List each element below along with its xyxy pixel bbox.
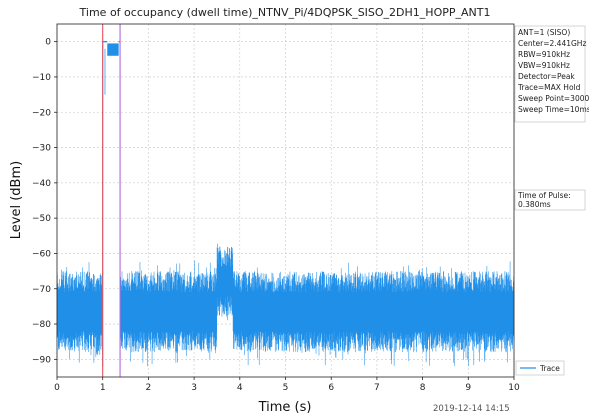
- x-tick-label: 3: [191, 383, 197, 393]
- y-tick-labels: 0 −10 −20 −30 −40 −50 −60 −70 −80 −90: [32, 38, 57, 365]
- settings-info-line: Sweep Time=10ms: [518, 105, 589, 114]
- y-tick-label: 0: [45, 38, 51, 48]
- y-tick-label: −30: [32, 144, 51, 154]
- pulse-info-box-frame: [514, 189, 586, 211]
- x-tick-label: 4: [237, 383, 243, 393]
- settings-info-line: ANT=1 (SISO): [518, 28, 570, 37]
- x-tick-labels: 0 1 2 3 4 5 6 7 8 9 10: [54, 377, 520, 393]
- legend-label: Trace: [539, 364, 560, 373]
- settings-info-line: Trace=MAX Hold: [517, 83, 581, 92]
- y-tick-label: −70: [32, 285, 51, 295]
- y-tick-label: −10: [32, 73, 51, 83]
- chart-title: Time of occupancy (dwell time)_NTNV_Pi/4…: [79, 6, 491, 19]
- settings-info-line: RBW=910kHz: [518, 50, 570, 59]
- x-tick-label: 1: [100, 383, 106, 393]
- x-axis-label: Time (s): [258, 400, 312, 415]
- y-tick-label: −90: [32, 355, 51, 365]
- x-tick-label: 2: [146, 383, 152, 393]
- y-tick-label: −40: [32, 179, 51, 189]
- x-tick-label: 0: [54, 383, 60, 393]
- timestamp: 2019-12-14 14:15: [433, 404, 510, 414]
- x-tick-label: 5: [283, 383, 289, 393]
- x-tick-label: 10: [508, 383, 520, 393]
- y-tick-label: −80: [32, 320, 51, 330]
- settings-info-box-frame: [514, 25, 586, 123]
- legend-frame: [515, 360, 565, 376]
- settings-info-box: ANT=1 (SISO) Center=2.441GHz RBW=910kHz VBW…: [514, 25, 589, 123]
- pulse-info-box: Time of Pulse:0.380ms: [514, 189, 586, 211]
- legend: Trace: [515, 360, 565, 376]
- x-tick-label: 7: [374, 383, 380, 393]
- trace-pulse-block: [107, 43, 119, 56]
- y-tick-label: −20: [32, 108, 51, 118]
- settings-info-line: Center=2.441GHz: [518, 39, 586, 48]
- pulse-info-line: 0.380ms: [518, 200, 551, 209]
- y-tick-label: −50: [32, 214, 51, 224]
- settings-info-line: Sweep Point=30001: [518, 94, 589, 103]
- pulse-info-line: Time of Pulse:: [517, 191, 571, 200]
- marker-lines: [102, 24, 121, 377]
- x-tick-label: 6: [328, 383, 334, 393]
- y-axis-label: Level (dBm): [9, 161, 24, 239]
- x-tick-label: 9: [465, 383, 471, 393]
- settings-info-line: Detector=Peak: [518, 72, 575, 81]
- y-tick-label: −60: [32, 249, 51, 259]
- x-tick-label: 8: [420, 383, 426, 393]
- settings-info-line: VBW=910kHz: [518, 61, 570, 70]
